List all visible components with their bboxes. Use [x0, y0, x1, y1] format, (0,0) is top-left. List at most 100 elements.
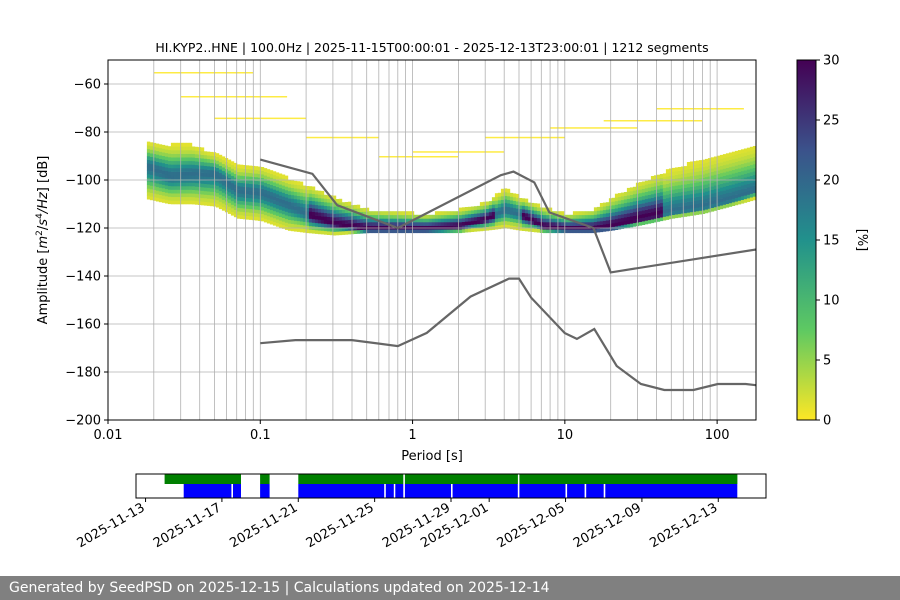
density-cell: [185, 168, 190, 172]
density-cell: [179, 175, 184, 180]
density-cell: [626, 187, 631, 192]
density-cell: [275, 201, 280, 206]
density-cell: [437, 222, 442, 226]
density-cell: [647, 198, 652, 203]
density-cell: [722, 193, 727, 198]
density-cell: [530, 220, 535, 225]
density-cell: [191, 175, 196, 180]
density-cell: [221, 167, 226, 172]
density-cell: [182, 160, 187, 165]
density-cell: [698, 174, 703, 179]
density-cell: [188, 171, 193, 176]
density-cell: [692, 179, 697, 183]
density-cell: [698, 196, 703, 200]
density-cell: [257, 188, 262, 193]
density-cell: [428, 218, 433, 223]
density-cell: [617, 218, 622, 223]
density-cell: [575, 225, 580, 230]
density-cell: [713, 170, 718, 175]
density-cell: [533, 206, 538, 211]
density-cell: [740, 163, 745, 168]
density-cell: [200, 201, 205, 206]
density-cell: [242, 204, 247, 209]
density-cell: [308, 197, 313, 201]
density-cell: [611, 201, 616, 206]
density-cell: [236, 178, 241, 183]
density-cell: [506, 217, 511, 222]
density-cell: [740, 170, 745, 175]
density-cell: [656, 189, 661, 193]
density-cell: [311, 186, 316, 191]
density-cell: [221, 174, 226, 179]
used-segments-span: [260, 484, 270, 498]
density-cell: [596, 221, 601, 226]
density-cell: [497, 214, 502, 219]
density-cell: [416, 222, 421, 226]
density-cell: [161, 162, 166, 167]
density-cell: [569, 214, 574, 219]
density-cell: [470, 228, 475, 232]
density-cell: [254, 205, 259, 210]
density-cell: [341, 202, 346, 207]
density-cell: [506, 221, 511, 226]
density-cell: [167, 153, 172, 158]
density-cell: [278, 184, 283, 189]
density-cell: [278, 187, 283, 192]
density-cell: [230, 161, 235, 166]
density-cell: [506, 199, 511, 204]
density-cell: [647, 209, 652, 213]
density-cell: [242, 193, 247, 198]
density-cell: [329, 224, 334, 228]
density-cell: [227, 181, 232, 186]
density-cell: [518, 223, 523, 228]
density-cell: [314, 194, 319, 198]
density-cell: [716, 170, 721, 174]
density-cell: [653, 175, 658, 180]
density-cell: [209, 166, 214, 171]
density-cell: [620, 217, 625, 222]
density-cell: [617, 193, 622, 197]
density-cell: [296, 217, 301, 222]
density-cell: [662, 209, 667, 214]
density-cell: [632, 204, 637, 209]
density-cell: [299, 228, 304, 233]
density-cell: [695, 211, 700, 215]
density-cell: [392, 214, 397, 219]
density-cell: [713, 156, 718, 161]
density-cell: [296, 206, 301, 211]
density-cell: [245, 179, 250, 184]
density-cell: [623, 220, 628, 225]
density-cell: [239, 175, 244, 180]
density-cell: [167, 196, 172, 201]
density-cell: [161, 170, 166, 174]
density-cell: [266, 212, 271, 217]
density-cell: [245, 168, 250, 173]
density-cell: [311, 222, 316, 227]
density-cell: [326, 195, 331, 199]
density-cell: [299, 196, 304, 200]
colorbar-tick-label: 10: [823, 294, 840, 309]
density-cell: [443, 225, 448, 230]
density-cell: [698, 181, 703, 186]
density-cell: [683, 205, 688, 210]
density-cell: [518, 226, 523, 231]
density-cell: [731, 180, 736, 185]
density-cell: [620, 196, 625, 201]
density-cell: [488, 211, 493, 216]
density-cell: [440, 229, 445, 234]
density-cell: [344, 227, 349, 232]
density-cell: [515, 211, 520, 216]
density-cell: [731, 191, 736, 196]
density-cell: [683, 184, 688, 188]
density-cell: [248, 201, 253, 206]
density-cell: [419, 225, 424, 230]
density-cell: [704, 202, 709, 206]
density-cell: [722, 190, 727, 194]
density-cell: [689, 183, 694, 187]
density-cell: [164, 163, 169, 168]
density-cell: [713, 192, 718, 197]
density-cell: [275, 179, 280, 184]
density-cell: [281, 185, 286, 190]
density-cell: [245, 176, 250, 180]
density-cell: [260, 213, 265, 218]
